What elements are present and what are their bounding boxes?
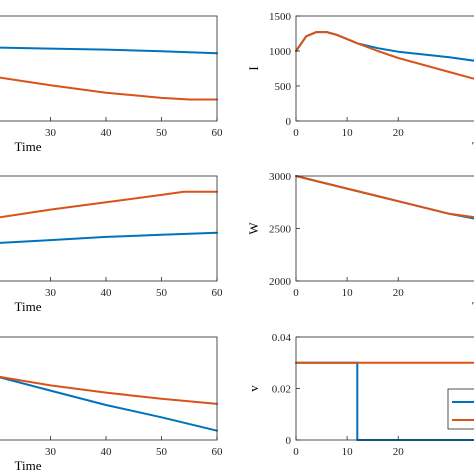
series-line-1 bbox=[295, 361, 474, 441]
x-tick-label: 10 bbox=[342, 287, 354, 299]
x-tick-label: 40 bbox=[101, 127, 113, 139]
x-tick-label: 60 bbox=[212, 127, 224, 139]
axes-frame bbox=[0, 336, 218, 441]
series-line-1 bbox=[0, 46, 218, 55]
axes-frame bbox=[295, 175, 474, 282]
x-tick-label: 50 bbox=[156, 127, 168, 139]
x-tick-label: 30 bbox=[45, 446, 57, 458]
x-tick-label: 10 bbox=[342, 127, 354, 139]
y-tick-label: 0 bbox=[286, 435, 292, 447]
series-line-2 bbox=[0, 76, 218, 101]
series-line-2 bbox=[295, 31, 474, 80]
x-tick-label: 0 bbox=[293, 287, 299, 299]
legend-box bbox=[447, 388, 474, 430]
x-tick-label: 0 bbox=[293, 127, 299, 139]
axes-frame bbox=[0, 15, 218, 122]
subplot-3: 30 40 50 60 Time bbox=[0, 175, 224, 314]
y-axis-label: v bbox=[246, 385, 261, 392]
x-tick-label: 30 bbox=[45, 287, 57, 299]
x-tick-label: 20 bbox=[393, 127, 405, 139]
x-tick-label: 50 bbox=[156, 446, 168, 458]
y-axis-label: W bbox=[246, 222, 261, 235]
x-tick-label: 10 bbox=[342, 446, 354, 458]
subplot-6: 0 10 20 0 0.02 0.04 v bbox=[246, 332, 474, 458]
x-axis-label: Time bbox=[15, 458, 42, 473]
x-tick-label: 20 bbox=[393, 287, 405, 299]
y-tick-label: 0 bbox=[286, 116, 292, 128]
x-axis-label: Time bbox=[15, 299, 42, 314]
series-line-2 bbox=[0, 190, 218, 219]
subplot-4: 0 10 20 2000 2500 3000 T W bbox=[246, 171, 474, 314]
series-line-1 bbox=[295, 31, 474, 62]
x-tick-label: 30 bbox=[45, 127, 57, 139]
y-tick-label: 2000 bbox=[269, 276, 292, 288]
subplot-2: 0 10 20 0 500 1000 1500 T I bbox=[246, 11, 474, 154]
series-line-1 bbox=[0, 376, 218, 432]
x-tick-label: 40 bbox=[101, 287, 113, 299]
series-line-2 bbox=[295, 175, 474, 219]
y-tick-label: 1000 bbox=[269, 46, 292, 58]
x-tick-label: 50 bbox=[156, 287, 168, 299]
x-tick-label: 60 bbox=[212, 287, 224, 299]
series-line-2 bbox=[0, 375, 218, 405]
y-tick-label: 1500 bbox=[269, 11, 292, 23]
y-tick-label: 0.02 bbox=[272, 384, 291, 396]
x-tick-label: 20 bbox=[393, 446, 405, 458]
y-tick-label: 3000 bbox=[269, 171, 292, 183]
axes-frame bbox=[295, 15, 474, 122]
legend bbox=[447, 388, 474, 430]
x-tick-label: 60 bbox=[212, 446, 224, 458]
subplot-1: 30 40 50 60 Time bbox=[0, 15, 224, 154]
x-axis-label: T bbox=[472, 139, 474, 154]
x-tick-label: 40 bbox=[101, 446, 113, 458]
y-tick-label: 2500 bbox=[269, 224, 292, 236]
x-tick-label: 0 bbox=[293, 446, 299, 458]
x-axis-label: T bbox=[472, 299, 474, 314]
y-axis-label: I bbox=[246, 66, 261, 70]
y-tick-label: 0.04 bbox=[272, 332, 292, 344]
subplot-5: 30 40 50 60 Time bbox=[0, 336, 224, 473]
x-axis-label: Time bbox=[15, 139, 42, 154]
axes-frame bbox=[295, 336, 474, 441]
y-tick-label: 500 bbox=[275, 81, 292, 93]
series-line-1 bbox=[0, 231, 218, 244]
